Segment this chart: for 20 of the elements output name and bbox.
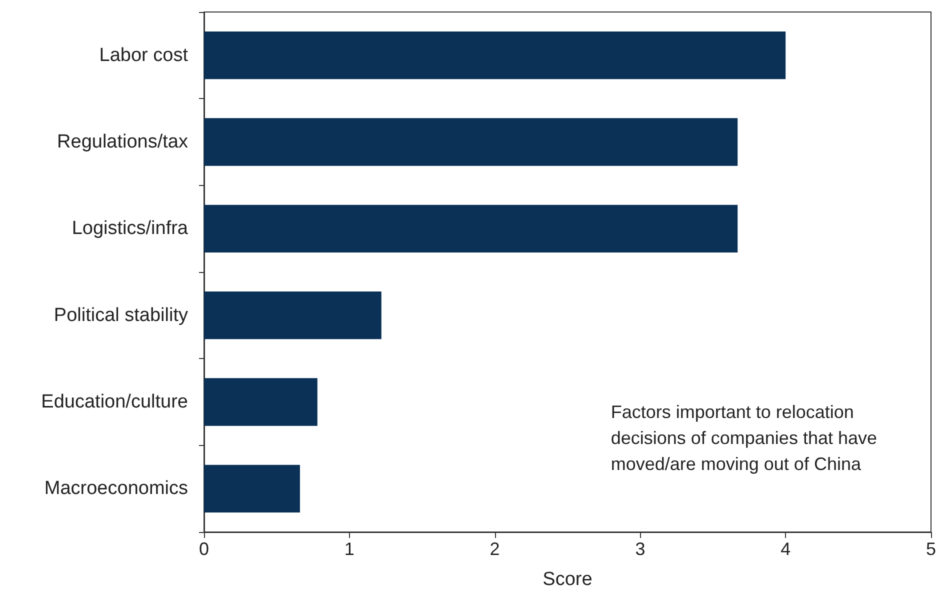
bar: [204, 464, 300, 512]
bar: [204, 118, 738, 166]
y-tick-label: Macroeconomics: [44, 478, 188, 500]
y-tick-label: Regulations/tax: [57, 132, 188, 152]
x-tick-label: 2: [490, 539, 500, 559]
x-tick-label: 4: [780, 539, 791, 559]
x-tick-label: 5: [926, 539, 936, 559]
annotation: Factors important to relocation decisions of companies that have moved/are moving out of China: [610, 402, 878, 474]
x-tick-label: 1: [344, 539, 354, 559]
x-tick-label: 0: [198, 539, 210, 559]
x-axis-title: Score: [542, 569, 592, 590]
y-tick-label: Labor cost: [99, 44, 189, 66]
y-tick-label: Education/culture: [41, 392, 188, 412]
bar: [204, 32, 786, 80]
bar: [204, 204, 738, 252]
y-tick-label: Logistics/infra: [72, 218, 188, 240]
x-tick-label: 3: [635, 539, 646, 559]
bar: [204, 292, 382, 340]
bar: [204, 378, 318, 426]
y-tick-label: Political stability: [54, 304, 188, 326]
